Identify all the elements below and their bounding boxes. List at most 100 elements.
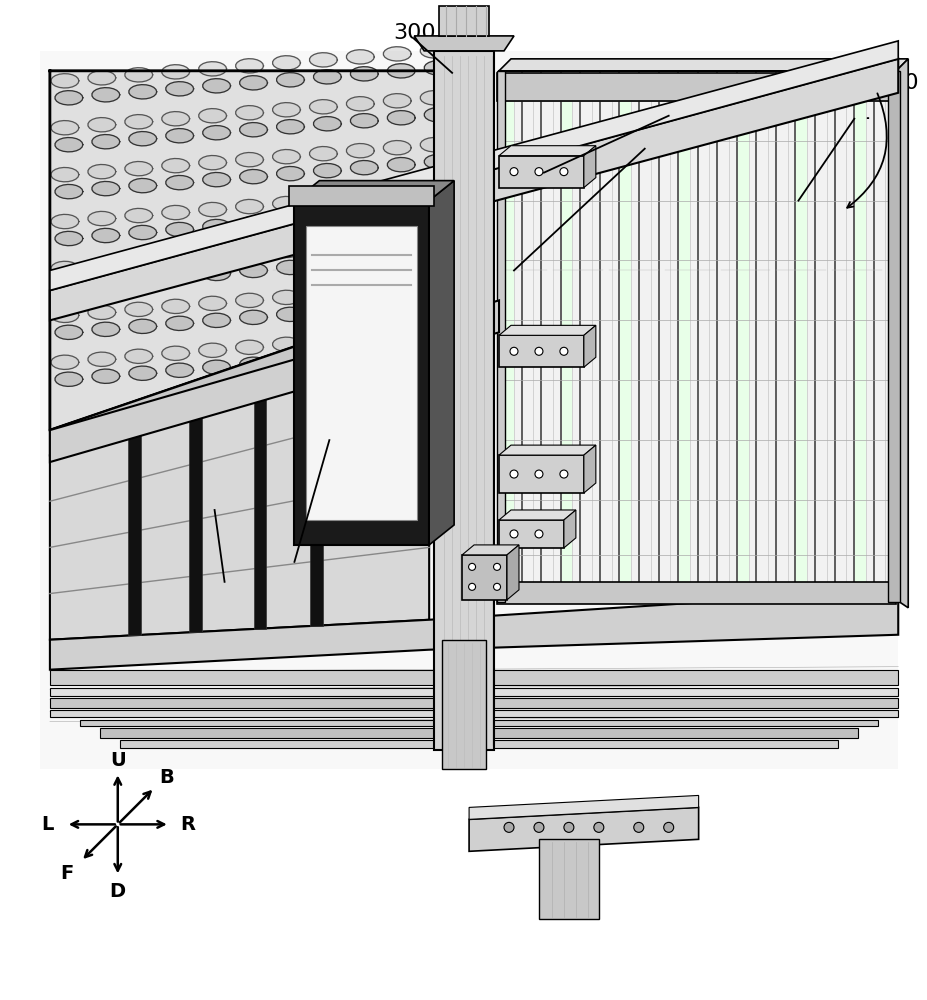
Polygon shape (129, 319, 157, 333)
Polygon shape (499, 146, 595, 156)
Bar (462, 555, 506, 600)
Polygon shape (239, 310, 267, 325)
Polygon shape (239, 216, 267, 231)
Polygon shape (235, 340, 263, 354)
Polygon shape (198, 62, 226, 76)
Polygon shape (166, 175, 194, 190)
Polygon shape (235, 199, 263, 214)
Polygon shape (51, 261, 79, 276)
Polygon shape (55, 278, 83, 293)
Polygon shape (387, 298, 414, 313)
Polygon shape (276, 166, 304, 181)
Polygon shape (55, 138, 83, 152)
Polygon shape (383, 187, 411, 202)
Polygon shape (350, 348, 378, 362)
Polygon shape (424, 342, 451, 356)
Polygon shape (239, 169, 267, 184)
Polygon shape (313, 117, 341, 131)
Text: F: F (60, 864, 73, 883)
Polygon shape (313, 351, 341, 365)
Polygon shape (420, 91, 448, 105)
Circle shape (534, 347, 542, 355)
Polygon shape (50, 290, 459, 455)
Polygon shape (161, 346, 189, 360)
Polygon shape (161, 205, 189, 220)
Polygon shape (413, 36, 514, 51)
Polygon shape (499, 445, 595, 455)
Polygon shape (273, 196, 300, 211)
Polygon shape (273, 290, 300, 305)
Bar (854, 75, 865, 596)
Polygon shape (468, 795, 698, 819)
Text: U: U (109, 751, 125, 770)
Text: 400: 400 (646, 133, 689, 153)
Polygon shape (387, 204, 414, 219)
Polygon shape (387, 157, 414, 172)
Polygon shape (198, 296, 226, 311)
Polygon shape (506, 545, 518, 600)
Polygon shape (462, 545, 518, 555)
Polygon shape (166, 269, 194, 284)
Text: L: L (42, 815, 54, 834)
Polygon shape (313, 210, 341, 225)
Polygon shape (125, 161, 153, 176)
Polygon shape (198, 249, 226, 264)
Bar (502, 75, 514, 596)
Polygon shape (51, 121, 79, 135)
Circle shape (534, 168, 542, 176)
Polygon shape (294, 181, 453, 201)
Circle shape (510, 168, 517, 176)
Polygon shape (499, 325, 595, 335)
Polygon shape (499, 510, 576, 520)
Polygon shape (276, 260, 304, 275)
Polygon shape (88, 352, 116, 366)
Polygon shape (92, 322, 120, 336)
Polygon shape (92, 181, 120, 196)
Circle shape (663, 822, 673, 832)
Bar (100, 728, 857, 738)
Bar (497, 71, 504, 602)
Bar (561, 75, 572, 596)
Circle shape (533, 822, 543, 832)
Polygon shape (51, 74, 79, 88)
Polygon shape (346, 50, 374, 64)
Circle shape (510, 530, 517, 538)
Circle shape (493, 583, 500, 590)
Circle shape (534, 470, 542, 478)
Polygon shape (253, 386, 266, 629)
Polygon shape (350, 207, 378, 222)
Polygon shape (346, 284, 374, 299)
Polygon shape (50, 59, 897, 320)
Circle shape (510, 470, 517, 478)
Polygon shape (383, 94, 411, 108)
Bar (441, 640, 486, 769)
Polygon shape (273, 103, 300, 117)
Polygon shape (125, 255, 153, 270)
Polygon shape (235, 293, 263, 308)
Polygon shape (387, 345, 414, 359)
Polygon shape (310, 368, 323, 626)
Polygon shape (383, 141, 411, 155)
Polygon shape (166, 129, 194, 143)
Polygon shape (383, 47, 411, 61)
Polygon shape (198, 155, 226, 170)
Bar (50, 710, 897, 717)
Bar (289, 186, 434, 206)
Polygon shape (235, 153, 263, 167)
Polygon shape (203, 172, 230, 187)
Text: R: R (180, 815, 195, 834)
Polygon shape (125, 208, 153, 223)
Polygon shape (428, 181, 453, 545)
Polygon shape (50, 330, 428, 640)
Polygon shape (125, 68, 153, 82)
Polygon shape (239, 263, 267, 278)
Polygon shape (313, 163, 341, 178)
Polygon shape (420, 278, 448, 293)
Circle shape (534, 530, 542, 538)
Polygon shape (387, 64, 414, 78)
Polygon shape (383, 328, 411, 342)
Polygon shape (129, 85, 157, 99)
Polygon shape (420, 138, 448, 152)
Bar (438, 6, 489, 36)
Polygon shape (166, 316, 194, 331)
